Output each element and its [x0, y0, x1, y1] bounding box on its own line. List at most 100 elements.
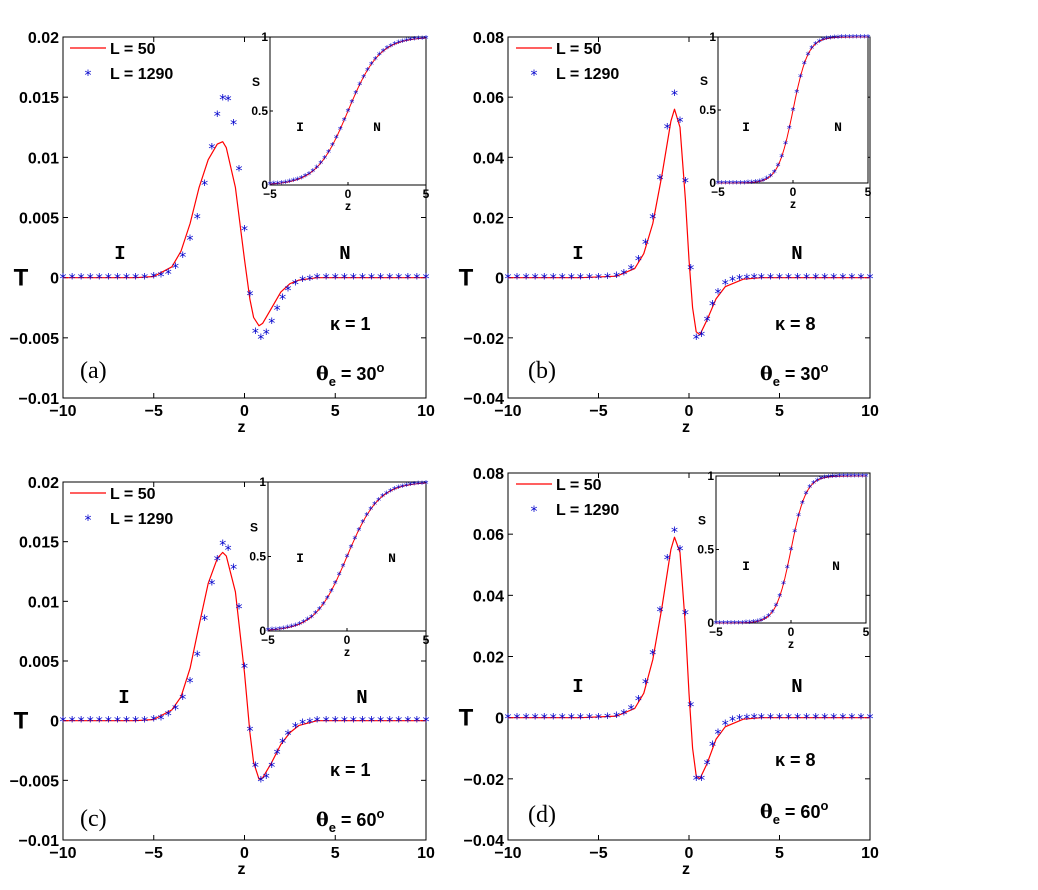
data-point-L1290: * — [123, 272, 130, 288]
data-point-L1290: * — [722, 718, 729, 734]
data-point-L1290: * — [676, 543, 683, 559]
data-point-L1290: * — [225, 94, 232, 110]
inset-data-point-L1290: * — [822, 474, 827, 485]
inset-data-point-L1290: * — [772, 168, 777, 179]
inset-data-point-L1290: * — [268, 180, 273, 191]
data-point-L1290: * — [194, 649, 201, 665]
x-tick-label: 5 — [331, 845, 340, 862]
data-point-L1290: * — [693, 332, 700, 348]
data-point-L1290: * — [709, 739, 716, 755]
theta-subscript: e — [773, 374, 780, 389]
data-point-L1290: * — [830, 272, 837, 288]
inset-data-point-L1290: * — [376, 496, 381, 507]
data-point-L1290: * — [550, 712, 557, 728]
y-tick-label: 0 — [50, 271, 59, 288]
data-point-L1290: * — [671, 88, 678, 104]
data-point-L1290: * — [219, 538, 226, 554]
data-point-L1290: * — [368, 715, 375, 731]
inset-data-point-L1290: * — [843, 33, 848, 44]
theta-annotation: θe = 60o — [760, 798, 828, 827]
data-point-L1290: * — [704, 758, 711, 774]
inset-y-tick-label: 0 — [709, 176, 716, 190]
data-point-L1290: * — [559, 272, 566, 288]
data-point-L1290: * — [743, 272, 750, 288]
data-point-L1290: * — [323, 715, 330, 731]
data-point-L1290: * — [377, 715, 384, 731]
x-tick-label: 5 — [775, 403, 784, 420]
data-point-L1290: * — [246, 724, 253, 740]
inset-data-point-L1290: * — [841, 472, 846, 483]
inset-data-point-L1290: * — [821, 36, 826, 47]
data-point-L1290: * — [114, 272, 121, 288]
data-point-L1290: * — [404, 272, 411, 288]
theta-symbol: θ — [760, 363, 773, 385]
inset-x-axis-label: z — [790, 197, 796, 211]
inset-data-point-L1290: * — [813, 40, 818, 51]
inset-data-point-L1290: * — [373, 55, 378, 66]
x-tick-label: 10 — [861, 845, 879, 862]
region-label-isotropic: I — [572, 676, 583, 698]
legend-marker-swatch: * — [531, 504, 538, 520]
data-point-L1290: * — [541, 712, 548, 728]
data-point-L1290: * — [514, 272, 521, 288]
kappa-annotation: κ = 1 — [330, 314, 371, 334]
inset-data-point-L1290: * — [781, 579, 786, 590]
inset-data-point-L1290: * — [361, 73, 366, 84]
inset-data-point-L1290: * — [824, 35, 829, 46]
data-point-L1290: * — [404, 715, 411, 731]
inset-y-axis-label: S — [252, 75, 260, 89]
data-point-L1290: * — [314, 272, 321, 288]
inset-data-point-L1290: * — [277, 625, 282, 636]
inset-region-label-nematic: N — [834, 120, 842, 135]
x-tick-label: −10 — [494, 845, 521, 862]
data-point-L1290: * — [141, 272, 148, 288]
theta-superscript: o — [820, 360, 828, 375]
data-point-L1290: * — [413, 715, 420, 731]
data-point-L1290: * — [241, 224, 248, 240]
data-point-L1290: * — [268, 316, 275, 332]
region-label-isotropic: I — [572, 243, 583, 265]
data-point-L1290: * — [803, 272, 810, 288]
inset-y-tick-label: 0.5 — [249, 550, 266, 564]
inset-data-point-L1290: * — [830, 473, 835, 484]
inset-data-point-L1290: * — [424, 479, 429, 490]
inset-data-point-L1290: * — [352, 534, 357, 545]
data-point-L1290: * — [785, 272, 792, 288]
data-point-L1290: * — [292, 278, 299, 294]
data-point-L1290: * — [604, 711, 611, 727]
data-point-L1290: * — [179, 692, 186, 708]
inset-data-point-L1290: * — [837, 472, 842, 483]
legend-marker-swatch: * — [85, 68, 92, 84]
inset-data-point-L1290: * — [716, 179, 721, 190]
data-point-L1290: * — [758, 712, 765, 728]
data-point-L1290: * — [208, 142, 215, 158]
data-point-L1290: * — [839, 272, 846, 288]
kappa-annotation: κ = 8 — [775, 314, 816, 334]
data-point-L1290: * — [649, 212, 656, 228]
inset-data-point-L1290: * — [396, 484, 401, 495]
inset-x-tick-label: −5 — [263, 187, 277, 201]
inset-data-point-L1290: * — [357, 80, 362, 91]
data-point-L1290: * — [848, 712, 855, 728]
data-point-L1290: * — [714, 727, 721, 743]
data-point-L1290: * — [386, 272, 393, 288]
inset-data-point-L1290: * — [740, 619, 745, 630]
data-point-L1290: * — [150, 713, 157, 729]
data-point-L1290: * — [839, 712, 846, 728]
inset-region-label-nematic: N — [832, 559, 840, 574]
inset-x-tick-label: 5 — [863, 625, 870, 639]
data-point-L1290: * — [613, 270, 620, 286]
inset-x-tick-label: 5 — [423, 633, 430, 647]
inset-data-point-L1290: * — [798, 72, 803, 83]
inset-data-point-L1290: * — [412, 480, 417, 491]
inset-data-point-L1290: * — [392, 40, 397, 51]
data-point-L1290: * — [758, 272, 765, 288]
inset-x-tick-label: 0 — [345, 187, 352, 201]
inset-data-point-L1290: * — [851, 33, 856, 44]
inset-data-point-L1290: * — [764, 175, 769, 186]
inset-y-tick-label: 1 — [709, 30, 716, 44]
inset-data-point-L1290: * — [766, 612, 771, 623]
inset-data-point-L1290: * — [819, 475, 824, 486]
